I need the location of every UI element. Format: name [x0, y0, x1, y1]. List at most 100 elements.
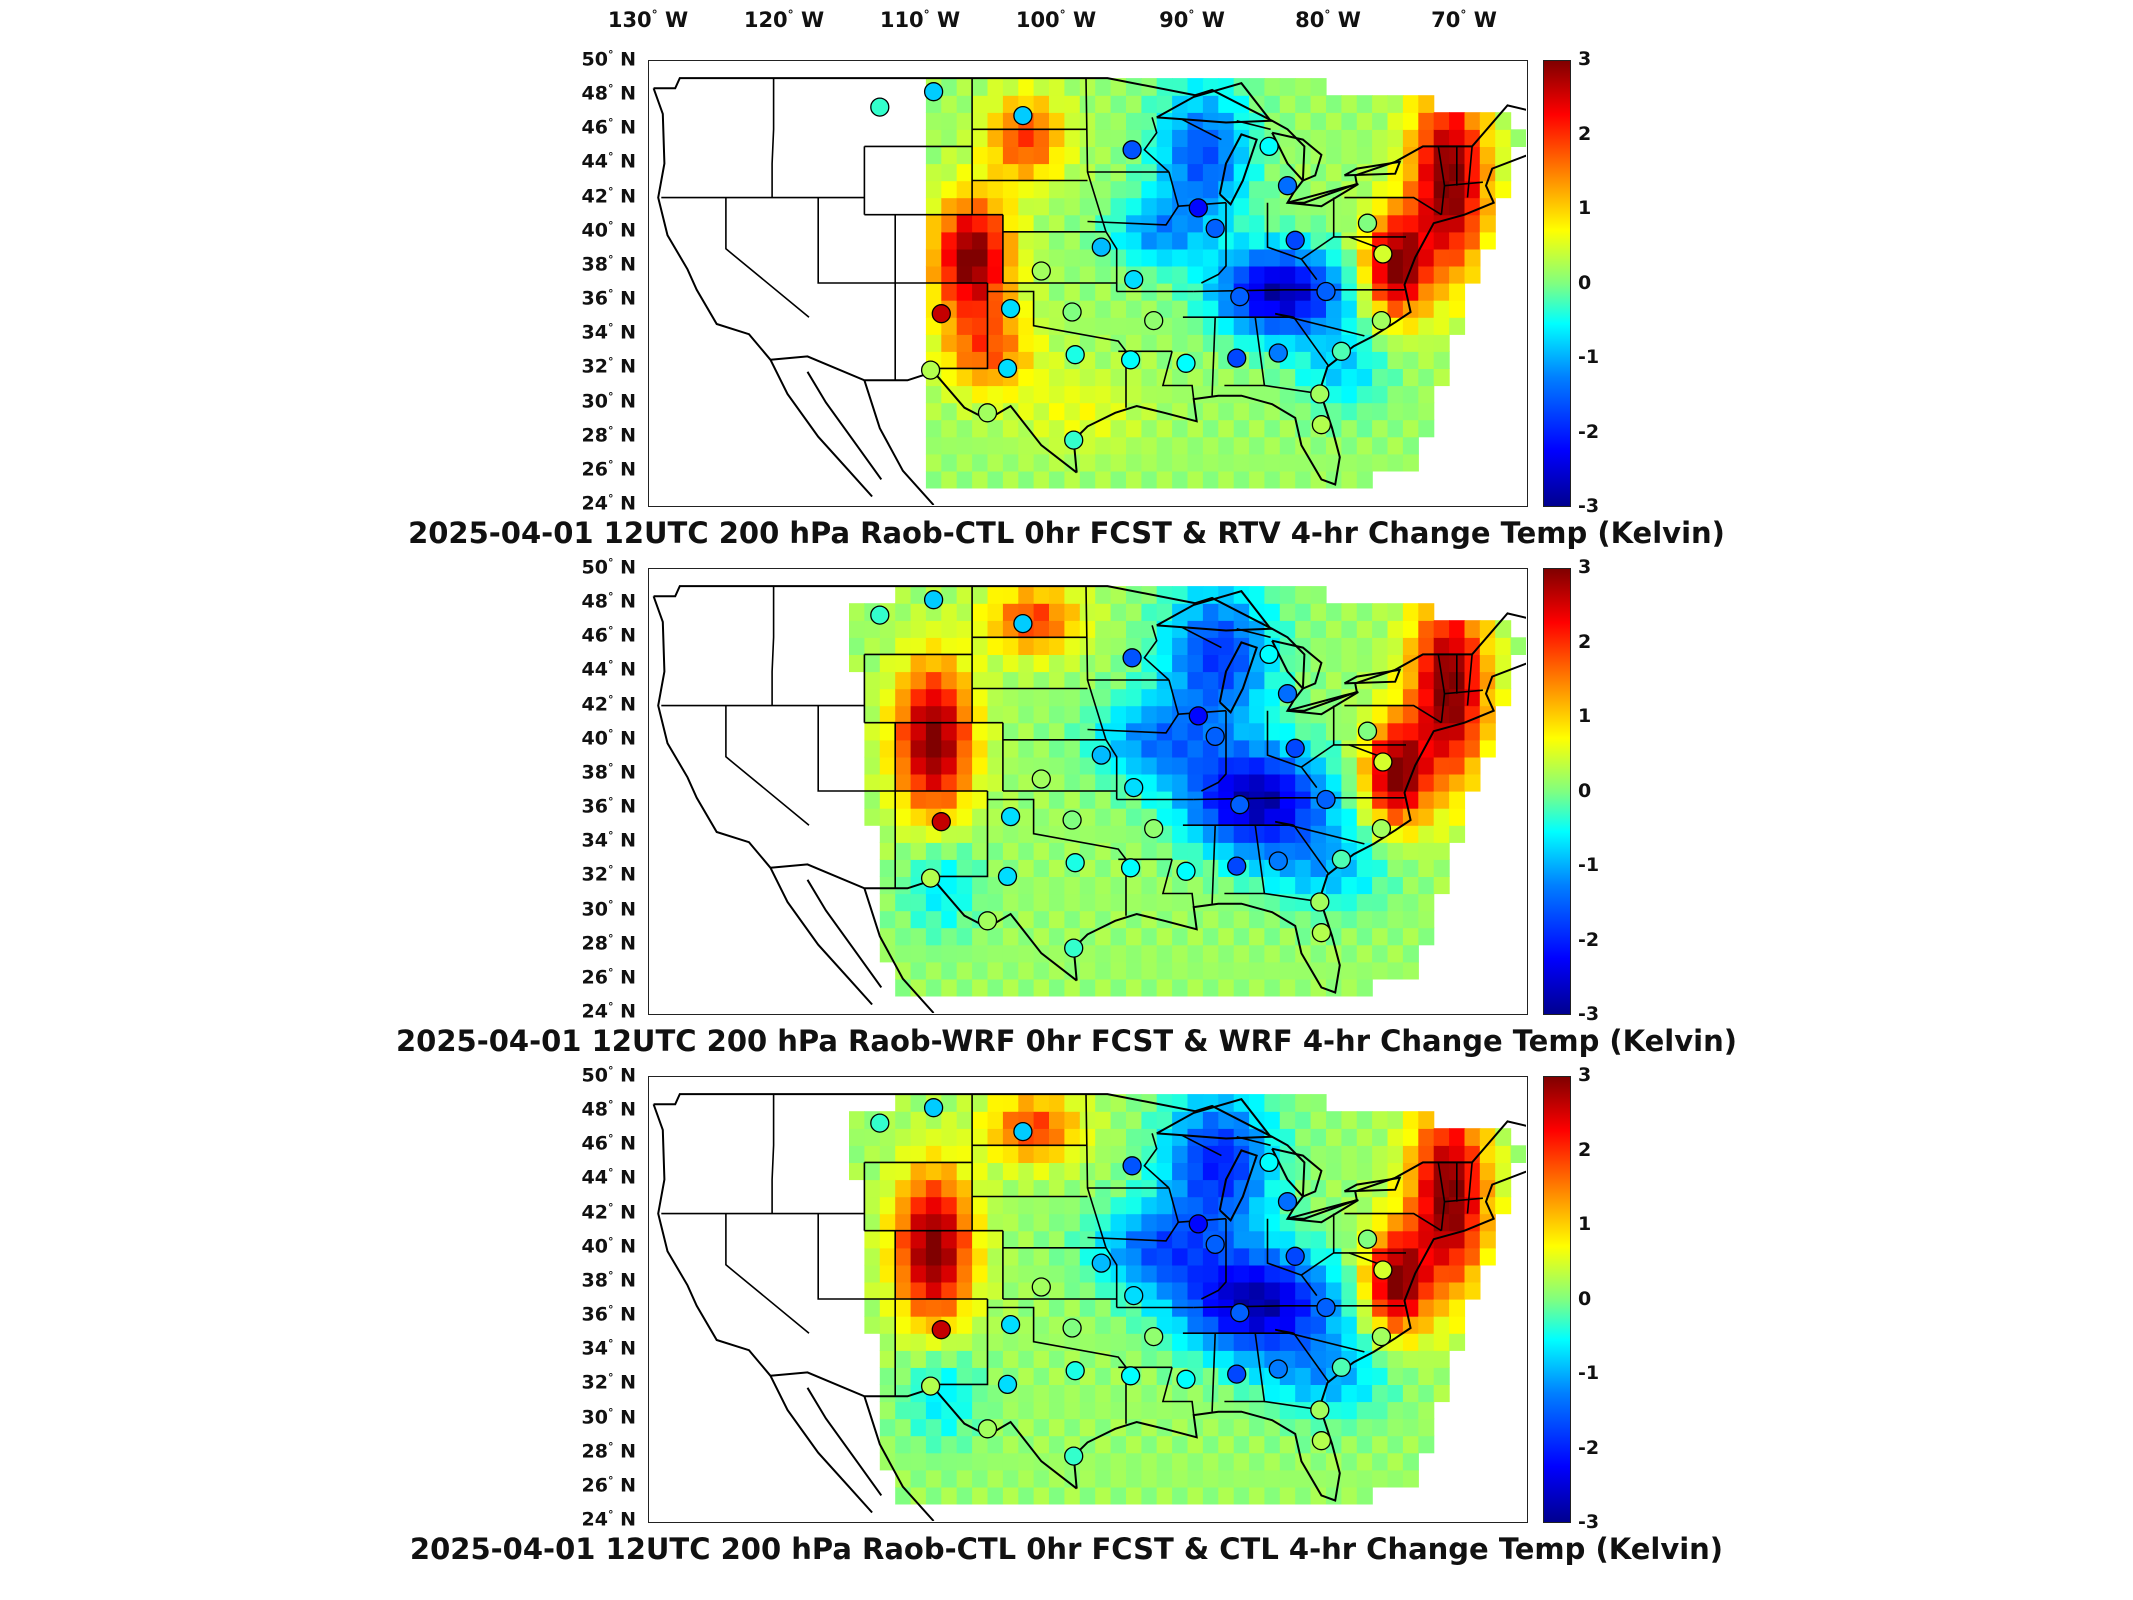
- station-marker: [1331, 849, 1352, 869]
- coastline: [653, 1093, 1526, 1502]
- lat-label: 34° N: [581, 829, 636, 852]
- station-marker: [1311, 923, 1332, 943]
- state-border: [725, 705, 810, 826]
- lat-label: 42° N: [581, 692, 636, 715]
- state-border: [894, 1230, 988, 1300]
- station-marker: [1013, 1121, 1033, 1142]
- state-border: [1444, 181, 1483, 187]
- station-marker: [1316, 281, 1336, 302]
- station-marker: [923, 590, 944, 610]
- state-border: [1344, 196, 1442, 216]
- state-border: [1143, 1133, 1170, 1189]
- lat-label: 34° N: [581, 1337, 636, 1360]
- state-border: [1201, 1218, 1227, 1300]
- station-marker: [870, 97, 890, 117]
- state-border: [1466, 146, 1473, 198]
- state-border: [1300, 236, 1335, 281]
- lon-label: 90° W: [1159, 8, 1225, 32]
- station-marker: [1331, 1357, 1352, 1377]
- colorbar-tick: -2: [1578, 928, 1600, 951]
- station-marker: [1259, 644, 1279, 665]
- station-marker: [1176, 353, 1196, 373]
- state-border: [894, 214, 988, 284]
- lat-label: 26° N: [581, 965, 636, 989]
- state-border: [1266, 710, 1302, 768]
- station-marker: [1205, 1234, 1225, 1255]
- state-border: [1181, 1134, 1222, 1157]
- station-marker: [1064, 1446, 1084, 1466]
- station-marker: [923, 1098, 944, 1118]
- state-border: [1085, 78, 1118, 292]
- station-marker: [1062, 1318, 1082, 1338]
- state-border: [1087, 1187, 1180, 1242]
- colorbar-tick: -1: [1578, 1362, 1600, 1384]
- lat-label: 36° N: [581, 287, 636, 310]
- station-marker: [1000, 806, 1021, 827]
- lat-label: 44° N: [581, 1166, 636, 1189]
- lake-outline: [1218, 133, 1258, 207]
- station-marker: [1122, 1156, 1142, 1176]
- station-marker: [1371, 818, 1392, 839]
- station-marker: [1176, 861, 1196, 881]
- lat-label: 30° N: [581, 1405, 636, 1428]
- station-marker: [1227, 348, 1247, 368]
- station-marker: [1277, 176, 1298, 196]
- lat-label: 48° N: [581, 82, 636, 105]
- lat-label: 46° N: [581, 116, 636, 139]
- station-marker: [997, 358, 1018, 379]
- station-marker: [1144, 1326, 1164, 1347]
- coastline: [770, 863, 1078, 982]
- coastline: [653, 585, 1526, 994]
- station-marker: [1120, 858, 1141, 878]
- station-marker: [1065, 853, 1085, 873]
- station-marker: [1091, 1253, 1111, 1273]
- coastline: [770, 355, 1078, 474]
- station-marker: [1031, 769, 1051, 789]
- station-marker: [920, 360, 941, 380]
- station-marker: [1124, 269, 1144, 290]
- lat-label: 48° N: [581, 590, 636, 613]
- state-border: [1085, 586, 1118, 800]
- station-marker: [977, 1419, 998, 1439]
- station-marker: [1268, 343, 1288, 363]
- station-marker: [1062, 302, 1082, 322]
- state-border: [1444, 1197, 1483, 1203]
- lake-outline: [1218, 1149, 1258, 1223]
- lake-outline: [1343, 668, 1402, 685]
- station-marker: [1062, 810, 1082, 830]
- coastline: [653, 77, 1526, 486]
- station-marker: [920, 1376, 941, 1396]
- station-marker: [1013, 613, 1033, 634]
- station-marker: [1357, 213, 1378, 233]
- state-border: [1437, 654, 1446, 723]
- station-marker: [931, 304, 951, 324]
- lat-label: 26° N: [581, 457, 636, 481]
- state-border: [725, 1213, 810, 1334]
- state-border: [1300, 744, 1335, 789]
- coastline: [652, 87, 873, 498]
- state-border: [1193, 289, 1405, 293]
- station-marker: [997, 1374, 1018, 1395]
- station-marker: [977, 403, 998, 423]
- station-marker: [1357, 721, 1378, 741]
- station-marker: [1013, 105, 1033, 126]
- coastline: [770, 1371, 1078, 1490]
- colorbar-tick: 2: [1578, 1138, 1592, 1161]
- colorbar-tick: 0: [1578, 271, 1592, 294]
- state-border: [1143, 625, 1170, 681]
- station-marker: [1144, 818, 1164, 839]
- lat-label: 40° N: [581, 218, 636, 242]
- station-marker: [1316, 1297, 1336, 1318]
- station-marker: [1331, 341, 1352, 361]
- station-marker: [1227, 856, 1247, 876]
- station-marker: [1122, 648, 1142, 668]
- lat-label: 30° N: [581, 389, 636, 412]
- state-border: [1181, 626, 1222, 649]
- state-border: [1143, 117, 1170, 173]
- station-marker: [1031, 261, 1051, 281]
- colorbar-tick: 2: [1578, 630, 1592, 653]
- colorbar-tick: -2: [1578, 1436, 1600, 1459]
- station-marker: [1122, 140, 1142, 160]
- boundaries: [652, 1093, 1526, 1521]
- coastline: [863, 379, 935, 505]
